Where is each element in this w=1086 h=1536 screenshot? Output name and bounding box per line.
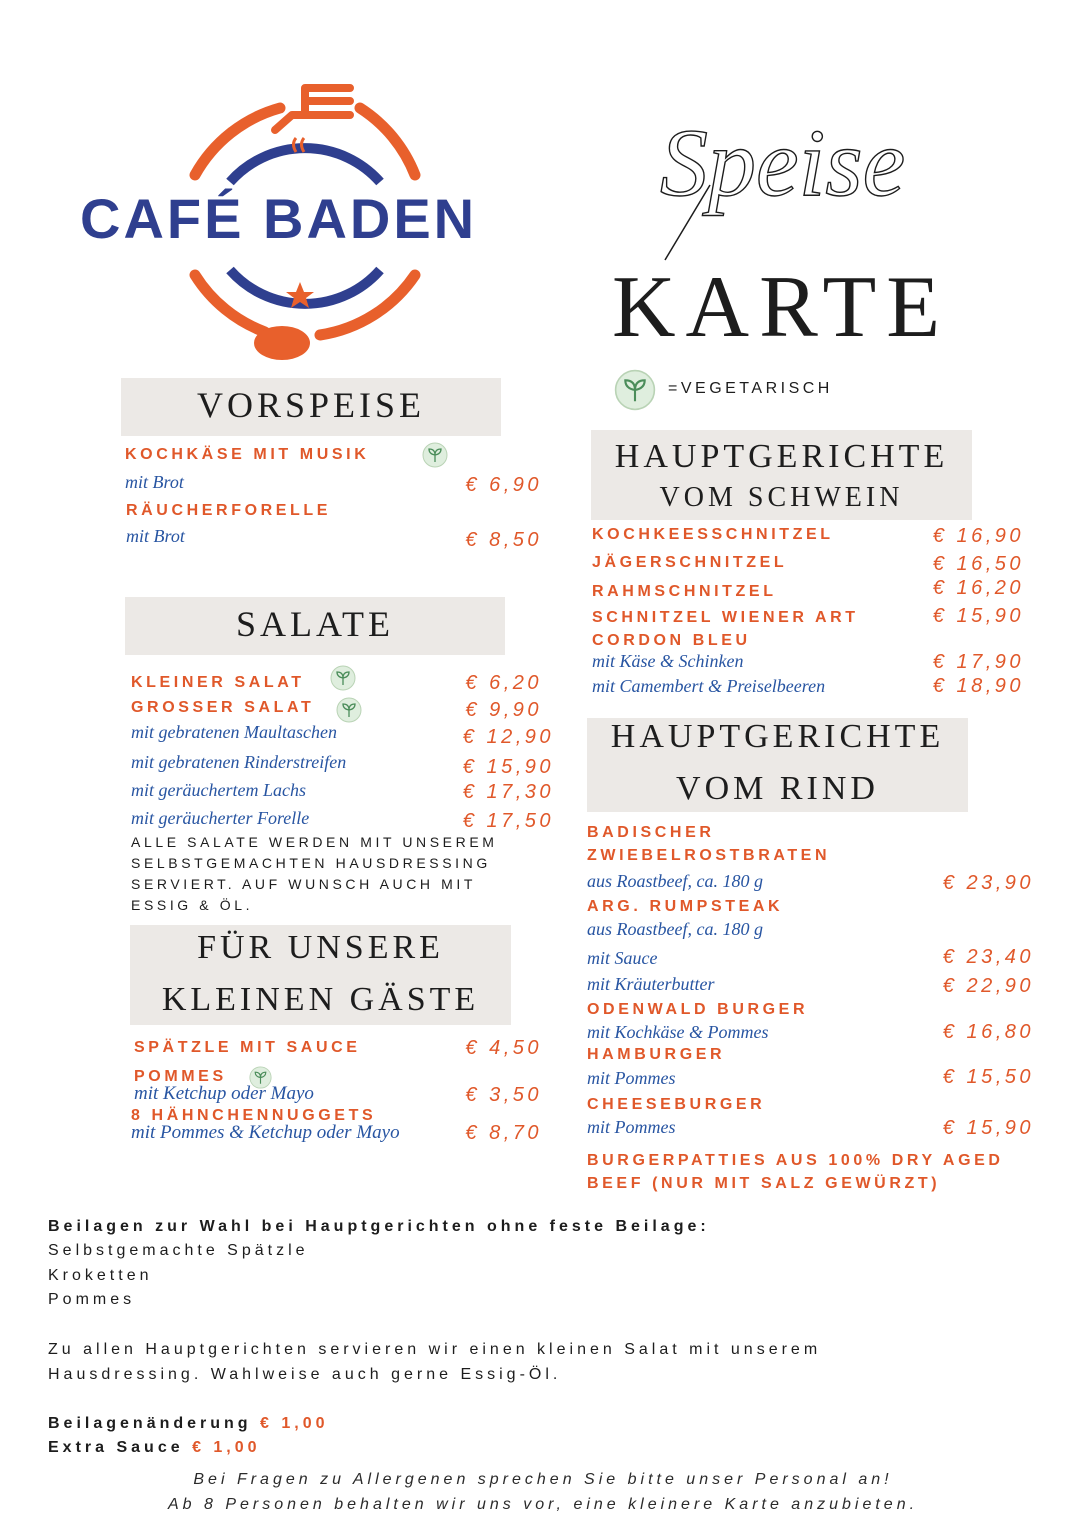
item-price: € 17,90 [932,651,1024,673]
item-price: € 8,70 [465,1122,542,1144]
item-price: € 15,90 [932,605,1024,627]
item-name: KOCHKÄSE MIT MUSIK [125,446,370,463]
vegetarian-legend-label: =VEGETARISCH [668,380,833,397]
salad-note: SELBSTGEMACHTEN HAUSDRESSING [131,855,491,871]
item-desc: mit Sauce [587,948,658,968]
section-header-salate: SALATE [125,597,505,655]
item-name: KLEINER SALAT [131,674,305,691]
item-name: POMMES [134,1068,227,1085]
item-desc: mit Kochkäse & Pommes [587,1022,769,1042]
item-price: € 15,90 [462,756,554,778]
item-name: RÄUCHERFORELLE [126,502,332,519]
extra-sauce: Extra Sauce € 1,00 [48,1439,261,1456]
item-price: € 16,90 [932,525,1024,547]
item-name: HAMBURGER [587,1046,726,1063]
item-name: JÄGERSCHNITZEL [592,554,788,571]
item-desc: aus Roastbeef, ca. 180 g [587,919,763,939]
salad-note: ESSIG & ÖL. [131,897,254,913]
beilage-item: Kroketten [48,1267,153,1284]
item-desc: mit Camembert & Preiselbeeren [592,676,826,696]
item-name: ARG. RUMPSTEAK [587,898,784,915]
item-price: € 22,90 [942,975,1034,997]
group-disclaimer: Ab 8 Personen behalten wir uns vor, eine… [167,1496,919,1513]
svg-text:Speise: Speise [660,109,905,216]
item-desc: mit Pommes [587,1068,676,1088]
item-price: € 17,50 [462,810,554,832]
item-desc: mit Brot [126,526,185,546]
item-price: € 12,90 [462,726,554,748]
item-price: € 16,20 [932,577,1024,599]
item-price: € 6,20 [465,672,542,694]
item-price: € 15,50 [942,1066,1034,1088]
item-desc: mit gebratenen Maultaschen [131,722,337,742]
salad-info: Hausdressing. Wahlweise auch gerne Essig… [48,1366,562,1383]
item-desc: mit Ketchup oder Mayo [134,1083,314,1104]
vegetarian-leaf-icon [614,369,656,411]
salad-note: ALLE SALATE WERDEN MIT UNSEREM [131,834,498,850]
item-name: BADISCHER [587,824,715,841]
item-name: CHEESEBURGER [587,1096,766,1113]
vegetarian-leaf-icon [336,697,362,723]
vegetarian-leaf-icon [249,1066,272,1089]
item-name: ODENWALD BURGER [587,1001,809,1018]
vegetarian-leaf-icon [330,665,356,691]
item-price: € 17,30 [462,781,554,803]
item-name: SPÄTZLE MIT SAUCE [134,1039,361,1056]
item-name: RAHMSCHNITZEL [592,583,777,600]
item-price: € 8,50 [465,529,542,551]
item-desc: mit Käse & Schinken [592,651,744,671]
item-price: € 4,50 [465,1037,542,1059]
item-desc: mit geräuchertem Lachs [131,780,306,800]
speise-script-title: Speise [659,108,906,261]
item-desc: mit Pommes & Ketchup oder Mayo [131,1122,400,1143]
salad-note: SERVIERT. AUF WUNSCH AUCH MIT [131,876,477,892]
item-price: € 15,90 [942,1117,1034,1139]
logo-text: CAFÉ BADEN [80,187,477,250]
item-price: € 16,50 [932,553,1024,575]
item-name: ZWIEBELROSTBRATEN [587,847,831,864]
vegetarian-leaf-icon [422,442,448,468]
burger-note: BURGERPATTIES AUS 100% DRY AGED [587,1152,1004,1169]
item-price: € 18,90 [932,675,1024,697]
beilage-item: Pommes [48,1291,136,1308]
item-desc: mit Pommes [587,1117,676,1137]
item-price: € 9,90 [465,699,542,721]
section-header-vorspeise: VORSPEISE [121,378,501,436]
section-header-rind: HAUPTGERICHTE VOM RIND [587,718,968,812]
extra-beilagenaenderung: Beilagenänderung € 1,00 [48,1415,329,1432]
item-name: CORDON BLEU [592,632,751,649]
burger-note: BEEF (NUR MIT SALZ GEWÜRZT) [587,1175,941,1192]
item-desc: mit gebratenen Rinderstreifen [131,752,347,772]
item-price: € 23,40 [942,946,1034,968]
item-desc: aus Roastbeef, ca. 180 g [587,871,763,891]
item-name: SCHNITZEL WIENER ART [592,609,859,626]
section-header-schwein: HAUPTGERICHTE VOM SCHWEIN [591,430,972,520]
item-desc: mit geräucherter Forelle [131,808,310,828]
beilagen-title: Beilagen zur Wahl bei Hauptgerichten ohn… [48,1218,710,1235]
item-desc: mit Brot [125,472,184,492]
item-price: € 3,50 [465,1084,542,1106]
beilage-item: Selbstgemachte Spätzle [48,1242,309,1259]
karte-title: KARTE [612,259,951,356]
section-header-kinder: FÜR UNSERE KLEINEN GÄSTE [130,925,511,1025]
cafe-baden-logo: CAFÉ BADEN [80,84,477,360]
item-desc: mit Kräuterbutter [587,974,715,994]
salad-info: Zu allen Hauptgerichten servieren wir ei… [48,1341,822,1358]
item-name: 8 HÄHNCHENNUGGETS [131,1107,377,1124]
item-price: € 16,80 [942,1021,1034,1043]
item-price: € 6,90 [465,474,542,496]
item-name: KOCHKEESSCHNITZEL [592,526,834,543]
item-price: € 23,90 [942,872,1034,894]
item-name: GROSSER SALAT [131,699,315,716]
allergen-disclaimer: Bei Fragen zu Allergenen sprechen Sie bi… [193,1471,893,1488]
